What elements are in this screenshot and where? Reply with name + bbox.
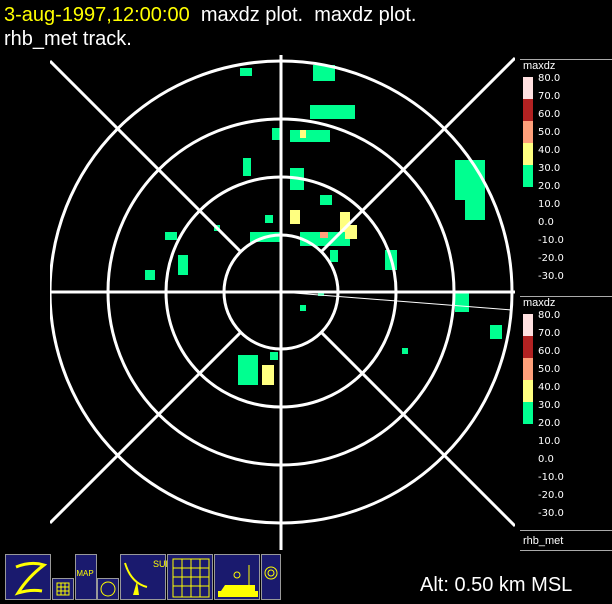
map-button[interactable]: MAP xyxy=(75,554,97,600)
radar-echo xyxy=(238,355,258,385)
sur-label: SUR xyxy=(153,559,173,569)
altitude-label: Alt: 0.50 km MSL xyxy=(420,574,573,596)
legend-label: 10.0 xyxy=(538,199,561,210)
circle-icon xyxy=(100,581,116,597)
legend-label: 30.0 xyxy=(538,163,561,174)
datetime: 3-aug-1997,12:00:00 xyxy=(4,4,190,26)
radar-echo xyxy=(345,225,357,239)
legend-label: -10.0 xyxy=(538,472,564,483)
radar-echo xyxy=(402,348,408,354)
radar-echo xyxy=(243,158,251,176)
azimuth-spoke xyxy=(320,331,515,528)
legend-label: 40.0 xyxy=(538,145,561,156)
radar-echo xyxy=(320,232,328,238)
legend-label: 40.0 xyxy=(538,382,561,393)
zoom-icon xyxy=(14,561,48,596)
radar-echo xyxy=(145,270,155,280)
legend-divider xyxy=(520,59,612,60)
plot-title: 3-aug-1997,12:00:00 maxdz plot. maxdz pl… xyxy=(4,4,416,26)
radar-echo xyxy=(313,65,335,81)
radar-echo xyxy=(320,195,332,205)
legend-label: 70.0 xyxy=(538,328,561,339)
legend-divider xyxy=(520,296,612,297)
radar-echo xyxy=(455,292,469,312)
reticle-button[interactable] xyxy=(261,554,281,600)
radar-echo xyxy=(310,105,355,119)
radar-echo xyxy=(178,255,188,275)
radar-echo xyxy=(272,128,282,140)
ship-icon xyxy=(218,565,258,597)
radar-echo xyxy=(330,250,338,262)
legend-label: -20.0 xyxy=(538,490,564,501)
track-line xyxy=(280,291,513,311)
radar-echo xyxy=(490,325,502,339)
radar-echo xyxy=(270,352,278,360)
map-icon: MAP xyxy=(76,569,94,578)
radar-sur-icon xyxy=(124,562,148,595)
legend-label: 80.0 xyxy=(538,73,561,84)
legend-title: maxdz xyxy=(523,297,556,309)
legend-swatch xyxy=(523,143,533,165)
plot-subtitle: rhb_met track. xyxy=(4,28,132,50)
legend-swatch xyxy=(523,165,533,187)
azimuth-spoke xyxy=(50,59,242,253)
legend-label: 30.0 xyxy=(538,400,561,411)
radar-echo xyxy=(465,200,485,220)
surveillance-button[interactable]: SUR xyxy=(120,554,173,600)
legend-label: 60.0 xyxy=(538,346,561,357)
legend-title: maxdz xyxy=(523,60,556,72)
radar-echo xyxy=(300,305,306,311)
legend-swatch xyxy=(523,121,533,143)
zoom-button[interactable] xyxy=(5,554,51,600)
radar-echo xyxy=(165,232,177,240)
legend-swatch xyxy=(523,336,533,358)
legend-swatch xyxy=(523,380,533,402)
legend-swatch xyxy=(523,358,533,380)
legend-label: 10.0 xyxy=(538,436,561,447)
legend-label: -10.0 xyxy=(538,235,564,246)
legend-swatch xyxy=(523,402,533,424)
radar-echo xyxy=(455,160,485,200)
radar-grid-button[interactable] xyxy=(167,554,213,600)
radar-echo xyxy=(318,292,324,296)
legend-label: 20.0 xyxy=(538,181,561,192)
radar-grid-icon xyxy=(172,558,210,598)
reticle-icon xyxy=(264,566,278,580)
legend-swatch xyxy=(523,99,533,121)
grid-small-button[interactable] xyxy=(52,578,74,600)
radar-echo xyxy=(300,130,306,138)
legend-label: 0.0 xyxy=(538,454,554,465)
legend-label: 0.0 xyxy=(538,217,554,228)
radar-echo xyxy=(290,210,300,224)
azimuth-spoke xyxy=(50,331,242,525)
legend-label: -30.0 xyxy=(538,271,564,282)
radar-echo xyxy=(290,130,330,142)
legend-label: -30.0 xyxy=(538,508,564,519)
legend-label: 20.0 xyxy=(538,418,561,429)
legend-label: 60.0 xyxy=(538,109,561,120)
azimuth-spoke xyxy=(320,56,515,253)
legend-label: 50.0 xyxy=(538,127,561,138)
grid-small-icon xyxy=(56,582,70,596)
title-text: maxdz plot. maxdz plot. xyxy=(189,4,417,26)
circle-button[interactable] xyxy=(97,578,119,600)
radar-echo xyxy=(340,212,350,232)
ship-button[interactable] xyxy=(214,554,260,600)
legend-label: 50.0 xyxy=(538,364,561,375)
legend-swatch xyxy=(523,314,533,336)
legend-label: 80.0 xyxy=(538,310,561,321)
radar-echo xyxy=(240,68,252,76)
radar-echo xyxy=(265,215,273,223)
legend-swatch xyxy=(523,77,533,99)
legend-label: 70.0 xyxy=(538,91,561,102)
radar-echo xyxy=(262,365,274,385)
legend-label: -20.0 xyxy=(538,253,564,264)
